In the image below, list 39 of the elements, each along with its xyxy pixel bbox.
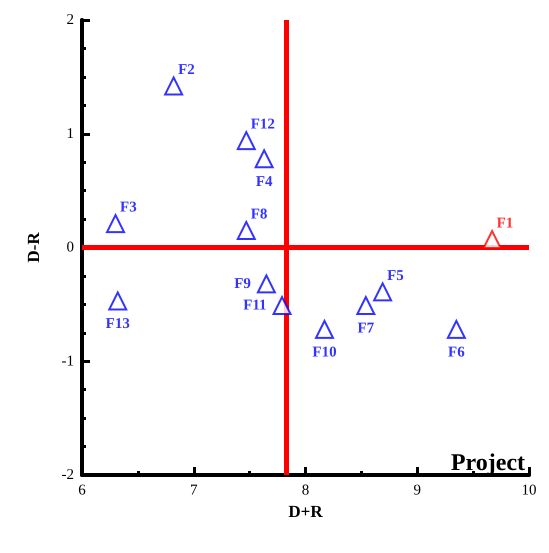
point — [446, 320, 466, 339]
series-label: F5 — [387, 268, 404, 284]
y-tick-label: -2 — [62, 467, 74, 483]
x-tick-label: 9 — [414, 482, 421, 498]
series-label: F12 — [250, 116, 275, 133]
series-label: F11 — [243, 298, 267, 314]
x-tick-label: 8 — [302, 482, 310, 498]
point — [314, 320, 334, 339]
point — [356, 296, 376, 316]
point — [373, 282, 392, 302]
x-tick-label: 6 — [78, 482, 86, 498]
point — [256, 274, 276, 294]
series-label: F4 — [256, 174, 273, 190]
y-tick-label: -1 — [62, 353, 74, 370]
y-tick-label: 0 — [66, 240, 74, 256]
point — [236, 220, 256, 240]
point — [164, 76, 184, 96]
point — [482, 230, 502, 250]
y-tick-label: 1 — [66, 126, 74, 142]
series-label: F9 — [234, 276, 251, 292]
point — [236, 131, 256, 150]
series-label: F6 — [448, 344, 466, 360]
x-tick-label: 7 — [190, 482, 198, 498]
point — [272, 296, 292, 316]
annotation: Project — [450, 450, 526, 476]
point — [254, 149, 274, 168]
x-tick-label: 10 — [522, 482, 536, 498]
point — [106, 214, 126, 234]
series-label: F13 — [106, 316, 130, 332]
x-axis-title: D+R — [288, 502, 324, 521]
point — [108, 291, 128, 310]
series-label: F3 — [120, 200, 137, 216]
series-label: F10 — [312, 344, 337, 360]
series-label: F8 — [250, 206, 268, 222]
series-label: F7 — [358, 320, 375, 337]
y-axis-title: D-R — [24, 232, 43, 263]
series-label: F1 — [496, 216, 514, 232]
y-tick-label: 2 — [66, 12, 74, 28]
series-label: F2 — [178, 62, 195, 78]
